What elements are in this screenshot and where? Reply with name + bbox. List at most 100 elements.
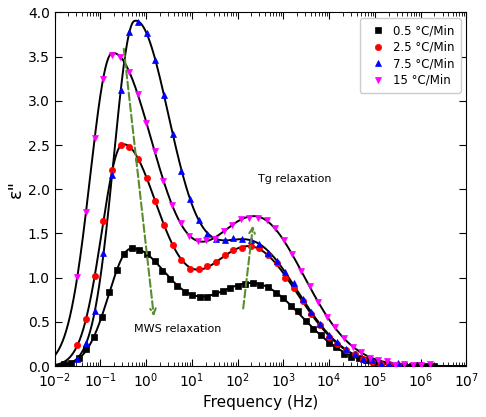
0.5 °C/Min: [341, 351, 347, 356]
Text: Tg relaxation: Tg relaxation: [258, 174, 331, 184]
0.5 °C/Min: [174, 283, 180, 288]
15 °C/Min: [307, 284, 312, 289]
7.5 °C/Min: [282, 270, 288, 275]
0.5 °C/Min: [212, 290, 218, 295]
2.5 °C/Min: [308, 312, 314, 317]
15 °C/Min: [367, 355, 373, 360]
0.5 °C/Min: [205, 295, 210, 300]
0.5 °C/Min: [326, 340, 331, 345]
0.5 °C/Min: [364, 358, 369, 363]
7.5 °C/Min: [291, 281, 297, 286]
7.5 °C/Min: [101, 251, 106, 256]
0.5 °C/Min: [318, 332, 324, 337]
2.5 °C/Min: [378, 361, 383, 366]
2.5 °C/Min: [369, 359, 375, 364]
15 °C/Min: [410, 362, 416, 367]
7.5 °C/Min: [386, 361, 392, 366]
7.5 °C/Min: [135, 20, 141, 25]
0.5 °C/Min: [61, 362, 67, 367]
7.5 °C/Min: [213, 236, 219, 241]
2.5 °C/Min: [74, 342, 80, 347]
0.5 °C/Min: [69, 360, 74, 365]
7.5 °C/Min: [222, 238, 227, 243]
15 °C/Min: [418, 362, 424, 367]
2.5 °C/Min: [274, 261, 279, 266]
2.5 °C/Min: [291, 285, 297, 290]
0.5 °C/Min: [348, 354, 354, 359]
7.5 °C/Min: [205, 231, 210, 236]
15 °C/Min: [393, 362, 399, 367]
7.5 °C/Min: [196, 218, 202, 223]
15 °C/Min: [118, 54, 123, 59]
15 °C/Min: [375, 357, 381, 362]
7.5 °C/Min: [74, 356, 80, 361]
7.5 °C/Min: [395, 361, 401, 366]
15 °C/Min: [212, 236, 218, 241]
2.5 °C/Min: [153, 198, 158, 203]
7.5 °C/Min: [153, 58, 158, 63]
15 °C/Min: [143, 120, 149, 125]
2.5 °C/Min: [196, 266, 202, 271]
7.5 °C/Min: [378, 362, 383, 367]
15 °C/Min: [281, 238, 287, 243]
0.5 °C/Min: [235, 284, 241, 289]
7.5 °C/Min: [326, 333, 331, 338]
2.5 °C/Min: [187, 266, 193, 271]
0.5 °C/Min: [401, 364, 407, 369]
X-axis label: Frequency (Hz): Frequency (Hz): [203, 395, 318, 410]
2.5 °C/Min: [205, 264, 210, 269]
2.5 °C/Min: [343, 347, 349, 352]
0.5 °C/Min: [379, 361, 384, 366]
15 °C/Min: [186, 234, 192, 239]
15 °C/Min: [358, 349, 364, 354]
2.5 °C/Min: [351, 352, 357, 357]
0.5 °C/Min: [190, 292, 195, 297]
0.5 °C/Min: [356, 356, 362, 361]
7.5 °C/Min: [170, 131, 175, 136]
2.5 °C/Min: [178, 258, 184, 263]
2.5 °C/Min: [326, 334, 331, 339]
15 °C/Min: [135, 91, 140, 96]
0.5 °C/Min: [159, 269, 165, 274]
0.5 °C/Min: [417, 362, 422, 367]
2.5 °C/Min: [248, 244, 254, 249]
15 °C/Min: [315, 299, 321, 304]
2.5 °C/Min: [386, 361, 392, 366]
0.5 °C/Min: [114, 267, 120, 272]
0.5 °C/Min: [122, 252, 127, 257]
15 °C/Min: [178, 220, 184, 225]
15 °C/Min: [204, 238, 209, 243]
2.5 °C/Min: [395, 362, 401, 367]
15 °C/Min: [263, 218, 269, 223]
7.5 °C/Min: [369, 357, 375, 362]
0.5 °C/Min: [371, 360, 377, 365]
0.5 °C/Min: [386, 362, 392, 367]
Text: MWS relaxation: MWS relaxation: [134, 324, 222, 334]
2.5 °C/Min: [118, 142, 123, 147]
0.5 °C/Min: [273, 290, 278, 295]
0.5 °C/Min: [152, 258, 157, 263]
2.5 °C/Min: [230, 248, 236, 253]
2.5 °C/Min: [300, 299, 306, 304]
2.5 °C/Min: [239, 245, 245, 250]
7.5 °C/Min: [308, 309, 314, 314]
15 °C/Min: [126, 70, 132, 75]
0.5 °C/Min: [424, 363, 430, 368]
0.5 °C/Min: [106, 289, 112, 294]
7.5 °C/Min: [161, 93, 167, 98]
0.5 °C/Min: [99, 314, 104, 319]
0.5 °C/Min: [227, 285, 233, 290]
7.5 °C/Min: [187, 197, 193, 202]
15 °C/Min: [238, 216, 243, 221]
15 °C/Min: [92, 136, 98, 141]
2.5 °C/Min: [144, 175, 150, 180]
0.5 °C/Min: [265, 284, 271, 289]
0.5 °C/Min: [288, 303, 294, 308]
7.5 °C/Min: [265, 250, 271, 255]
0.5 °C/Min: [280, 296, 286, 301]
7.5 °C/Min: [274, 258, 279, 263]
15 °C/Min: [229, 222, 235, 227]
0.5 °C/Min: [84, 347, 89, 352]
Line: 7.5 °C/Min: 7.5 °C/Min: [74, 19, 401, 367]
0.5 °C/Min: [137, 248, 142, 253]
